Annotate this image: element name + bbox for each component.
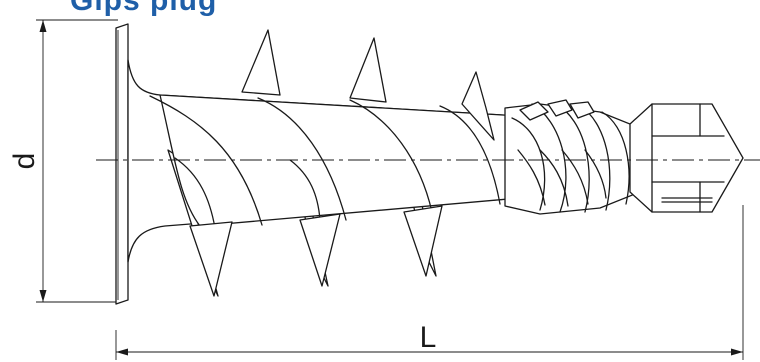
dimension-d: d <box>8 19 118 303</box>
dimension-l-label: L <box>420 321 437 354</box>
plug-body <box>115 23 744 305</box>
partial-heading: Gips plug <box>70 0 218 17</box>
dimension-d-label: d <box>8 153 41 170</box>
dimension-l: L <box>115 205 744 360</box>
